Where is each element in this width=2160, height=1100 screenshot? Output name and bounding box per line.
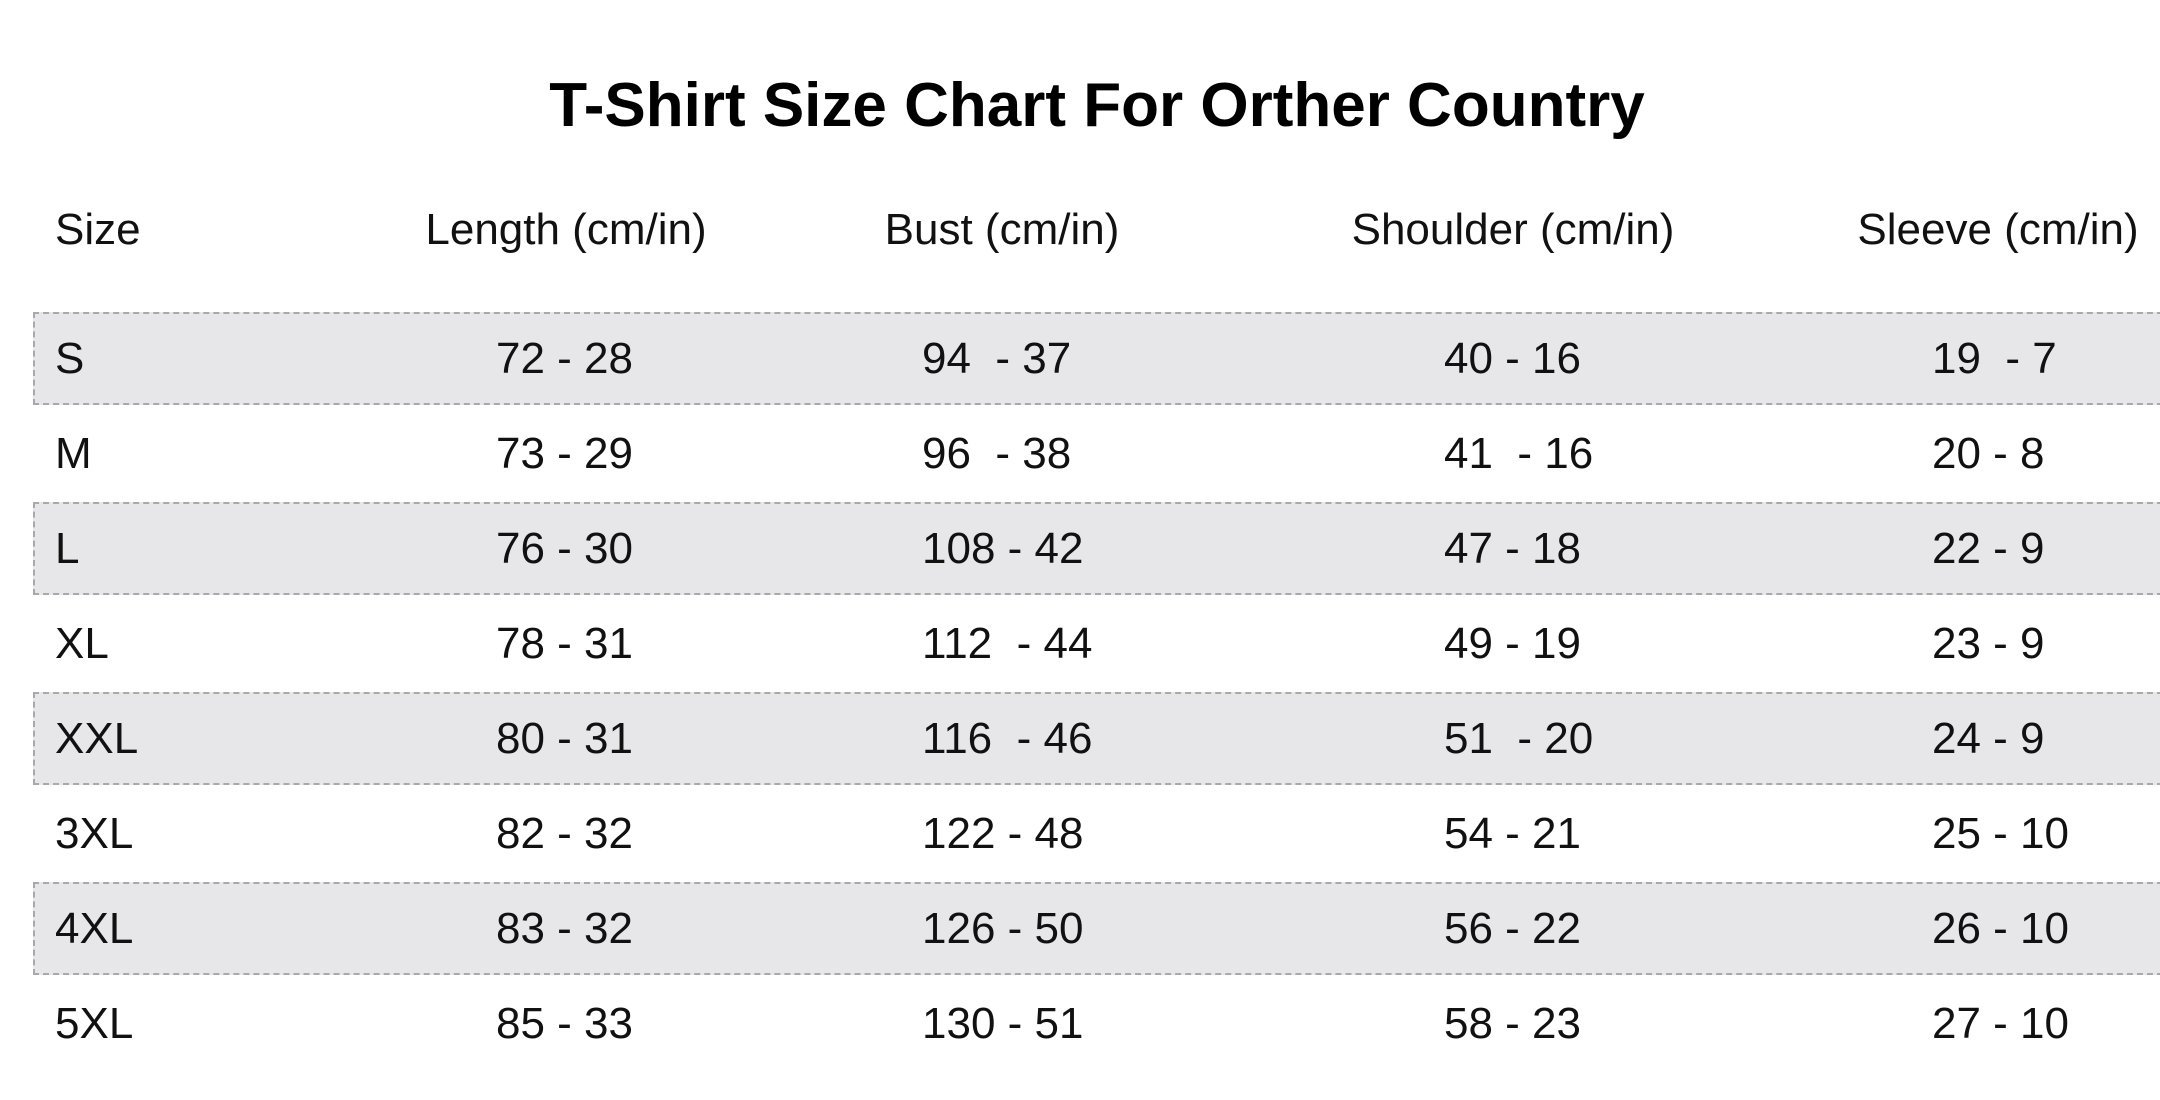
size-cell: 5XL — [55, 999, 134, 1048]
measure-cell: 78 - 31 — [496, 619, 633, 668]
size-cell: 4XL — [55, 904, 134, 953]
column-header: Length (cm/in) — [425, 205, 707, 254]
size-cell: M — [55, 429, 92, 478]
size-cell: S — [55, 334, 85, 383]
measure-cell: 25 - 10 — [1932, 809, 2069, 858]
measure-cell: 51 - 20 — [1444, 714, 1594, 763]
measure-cell: 130 - 51 — [922, 999, 1084, 1048]
row-band — [33, 502, 2160, 595]
row-band — [33, 692, 2160, 785]
measure-cell: 112 - 44 — [922, 619, 1093, 668]
measure-cell: 85 - 33 — [496, 999, 633, 1048]
title: T-Shirt Size Chart For Orther Country — [549, 71, 1645, 140]
measure-cell: 76 - 30 — [496, 524, 633, 573]
measure-cell: 94 - 37 — [922, 334, 1072, 383]
measure-cell: 82 - 32 — [496, 809, 633, 858]
column-header: Bust (cm/in) — [884, 205, 1120, 254]
measure-cell: 27 - 10 — [1932, 999, 2069, 1048]
measure-cell: 58 - 23 — [1444, 999, 1581, 1048]
measure-cell: 56 - 22 — [1444, 904, 1581, 953]
measure-cell: 73 - 29 — [496, 429, 633, 478]
row-band — [33, 312, 2160, 405]
measure-cell: 41 - 16 — [1444, 429, 1594, 478]
measure-cell: 108 - 42 — [922, 524, 1084, 573]
size-cell: L — [55, 524, 80, 573]
measure-cell: 24 - 9 — [1932, 714, 2045, 763]
measure-cell: 122 - 48 — [922, 809, 1084, 858]
measure-cell: 19 - 7 — [1932, 334, 2057, 383]
column-header: Shoulder (cm/in) — [1351, 205, 1675, 254]
measure-cell: 22 - 9 — [1932, 524, 2045, 573]
size-cell: 3XL — [55, 809, 134, 858]
measure-cell: 26 - 10 — [1932, 904, 2069, 953]
row-band — [33, 882, 2160, 975]
measure-cell: 23 - 9 — [1932, 619, 2045, 668]
measure-cell: 116 - 46 — [922, 714, 1093, 763]
measure-cell: 72 - 28 — [496, 334, 633, 383]
column-header: Sleeve (cm/in) — [1857, 205, 2139, 254]
measure-cell: 83 - 32 — [496, 904, 633, 953]
measure-cell: 126 - 50 — [922, 904, 1084, 953]
size-cell: XL — [55, 619, 109, 668]
measure-cell: 96 - 38 — [922, 429, 1072, 478]
measure-cell: 40 - 16 — [1444, 334, 1581, 383]
measure-cell: 54 - 21 — [1444, 809, 1581, 858]
measure-cell: 47 - 18 — [1444, 524, 1581, 573]
size-cell: XXL — [55, 714, 139, 763]
measure-cell: 49 - 19 — [1444, 619, 1581, 668]
column-header: Size — [55, 205, 141, 254]
measure-cell: 20 - 8 — [1932, 429, 2045, 478]
measure-cell: 80 - 31 — [496, 714, 633, 763]
